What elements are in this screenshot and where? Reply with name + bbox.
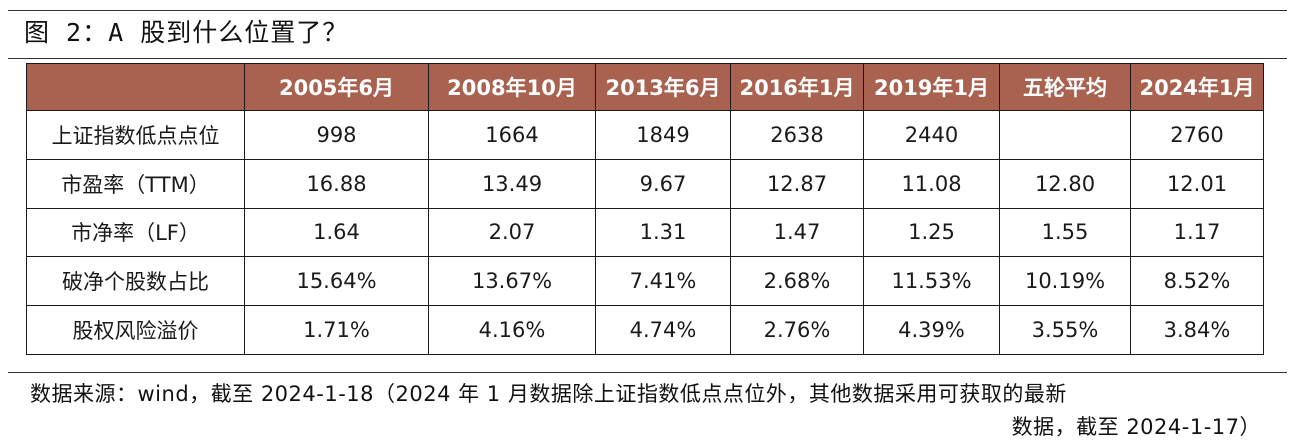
table-cell: 2440 bbox=[863, 110, 1000, 160]
table-row: 市盈率（TTM） 16.88 13.49 9.67 12.87 11.08 12… bbox=[26, 158, 1264, 209]
table-cell: 1.25 bbox=[863, 207, 1000, 258]
table-cell: 15.64% bbox=[244, 256, 429, 307]
table-cell: 11.08 bbox=[863, 158, 1000, 209]
table-cell: 3.84% bbox=[1130, 305, 1264, 355]
row-label: 上证指数低点点位 bbox=[26, 110, 245, 160]
column-header: 2016年1月 bbox=[730, 63, 864, 111]
column-header: 2024年1月 bbox=[1130, 63, 1264, 111]
table-cell: 11.53% bbox=[863, 256, 1000, 307]
row-label: 市盈率（TTM） bbox=[26, 158, 245, 209]
table-cell: 4.39% bbox=[863, 305, 1000, 355]
table-cell: 10.19% bbox=[999, 256, 1131, 307]
header-row: 2005年6月 2008年10月 2013年6月 2016年1月 2019年1月… bbox=[26, 63, 1264, 111]
table-cell: 1.47 bbox=[730, 207, 864, 258]
column-header: 五轮平均 bbox=[999, 63, 1131, 111]
source-note-line2: 数据，截至 2024-1-17） bbox=[1011, 415, 1261, 439]
table-row: 破净个股数占比 15.64% 13.67% 7.41% 2.68% 11.53%… bbox=[26, 256, 1264, 307]
table-cell: 12.01 bbox=[1130, 158, 1264, 209]
table-cell: 1.31 bbox=[595, 207, 731, 258]
row-label: 破净个股数占比 bbox=[26, 256, 245, 307]
table-cell: 2.68% bbox=[730, 256, 864, 307]
table-row: 上证指数低点点位 998 1664 1849 2638 2440 2760 bbox=[26, 110, 1264, 160]
column-header: 2008年10月 bbox=[428, 63, 596, 111]
table-cell: 2.76% bbox=[730, 305, 864, 355]
data-table: 2005年6月 2008年10月 2013年6月 2016年1月 2019年1月… bbox=[26, 63, 1264, 355]
title-rule bbox=[8, 58, 1287, 59]
table-cell: 12.87 bbox=[730, 158, 864, 209]
table-cell: 12.80 bbox=[999, 158, 1131, 209]
figure-title: 图 2：A 股到什么位置了？ bbox=[24, 18, 349, 47]
table-row: 市净率（LF） 1.64 2.07 1.31 1.47 1.25 1.55 1.… bbox=[26, 207, 1264, 258]
table-cell: 9.67 bbox=[595, 158, 731, 209]
table-cell: 1.55 bbox=[999, 207, 1131, 258]
column-header: 2005年6月 bbox=[244, 63, 429, 111]
table-cell: 16.88 bbox=[244, 158, 429, 209]
table-cell: 1.17 bbox=[1130, 207, 1264, 258]
table-row: 股权风险溢价 1.71% 4.16% 4.74% 2.76% 4.39% 3.5… bbox=[26, 305, 1264, 355]
top-rule bbox=[8, 10, 1287, 11]
table-cell: 998 bbox=[244, 110, 429, 160]
table-cell: 1.64 bbox=[244, 207, 429, 258]
row-label: 股权风险溢价 bbox=[26, 305, 245, 355]
table-cell: 1664 bbox=[428, 110, 596, 160]
table-cell: 13.49 bbox=[428, 158, 596, 209]
table-cell: 4.74% bbox=[595, 305, 731, 355]
table-cell: 8.52% bbox=[1130, 256, 1264, 307]
table-cell: 2638 bbox=[730, 110, 864, 160]
column-header: 2013年6月 bbox=[595, 63, 731, 111]
source-rule bbox=[8, 372, 1287, 373]
row-label: 市净率（LF） bbox=[26, 207, 245, 258]
table-cell: 1849 bbox=[595, 110, 731, 160]
table-cell: 4.16% bbox=[428, 305, 596, 355]
table-cell: 7.41% bbox=[595, 256, 731, 307]
source-note-line1: 数据来源：wind，截至 2024-1-18（2024 年 1 月数据除上证指数… bbox=[30, 382, 1067, 406]
table-cell: 3.55% bbox=[999, 305, 1131, 355]
table-cell bbox=[999, 110, 1131, 160]
header-corner bbox=[26, 63, 245, 111]
table-cell: 13.67% bbox=[428, 256, 596, 307]
table-cell: 1.71% bbox=[244, 305, 429, 355]
table-cell: 2.07 bbox=[428, 207, 596, 258]
column-header: 2019年1月 bbox=[863, 63, 1000, 111]
table-cell: 2760 bbox=[1130, 110, 1264, 160]
